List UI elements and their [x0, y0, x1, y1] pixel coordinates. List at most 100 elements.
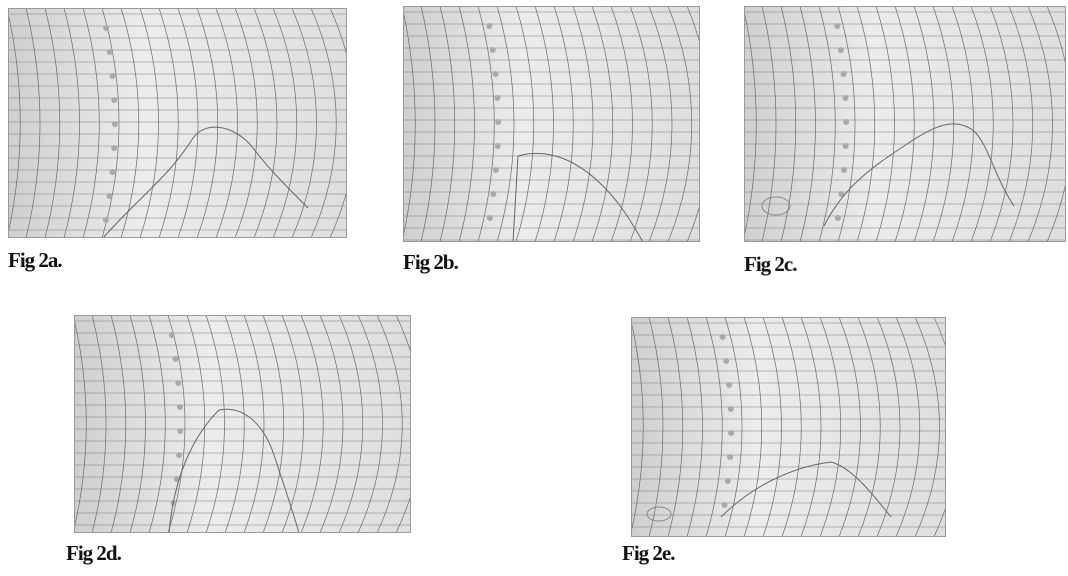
paper-arc: [913, 6, 935, 242]
paper-arc: [357, 315, 383, 533]
paper-arc: [1046, 6, 1066, 242]
paper-arc: [989, 6, 1014, 242]
paper-arc: [667, 6, 693, 242]
paper-arc: [224, 315, 245, 533]
paper-arc: [818, 6, 836, 242]
paper-arc: [553, 6, 574, 242]
paper-dot: [490, 191, 497, 197]
paper-dot: [103, 25, 110, 31]
paper-dot: [111, 145, 118, 151]
paper-arc: [8, 10, 21, 236]
paper-dot: [175, 380, 182, 386]
paper-arc: [572, 6, 594, 242]
paper: [631, 317, 946, 537]
paper-arc: [167, 315, 186, 533]
paper: [403, 6, 700, 242]
paper-dot: [486, 215, 493, 221]
paper-arc: [196, 8, 219, 238]
chart-photo: [744, 6, 1066, 242]
paper-arc: [281, 315, 304, 533]
paper-dot: [177, 404, 184, 410]
paper-arc: [856, 6, 876, 242]
paper-arc: [648, 317, 664, 537]
paper-arc: [951, 6, 974, 242]
frame: [631, 317, 946, 537]
paper-arc: [686, 6, 700, 242]
paper-arc: [876, 317, 901, 537]
paper-dot: [834, 215, 841, 221]
paper-dot: [109, 73, 116, 79]
paper-dot: [724, 478, 731, 484]
paper-arc: [120, 8, 140, 238]
paper-dot: [494, 95, 501, 101]
paper-arc: [319, 315, 344, 533]
paper-arc: [158, 8, 179, 238]
paper-arc: [310, 8, 337, 238]
paper-dot: [495, 119, 502, 125]
paper-arc: [800, 317, 822, 537]
paper-arc: [591, 6, 614, 242]
paper-arc: [148, 315, 166, 533]
paper-dot: [843, 119, 850, 125]
paper-arc: [458, 6, 475, 242]
paper-dot: [102, 217, 109, 223]
paper-dot: [176, 452, 183, 458]
frame: [8, 8, 347, 238]
trace: [168, 408, 300, 533]
paper-arc: [838, 317, 861, 537]
paper-arc: [74, 317, 87, 531]
paper-dot: [111, 121, 118, 127]
caption: Fig 2a.: [8, 248, 63, 272]
paper-dot: [489, 47, 496, 53]
paper-arc: [338, 315, 364, 533]
paper-arc: [25, 8, 41, 238]
paper-dot: [721, 502, 728, 508]
paper-arc: [744, 9, 757, 239]
paper-arc: [631, 319, 644, 535]
chart-photo: [403, 6, 700, 242]
frame: [744, 6, 1066, 242]
caption: Fig 2d.: [66, 541, 122, 565]
paper-dot: [172, 356, 179, 362]
paper-arc: [82, 8, 100, 238]
paper-arc: [110, 315, 127, 533]
paper-arc: [234, 8, 258, 238]
paper-dot: [727, 406, 734, 412]
paper-dot: [723, 358, 730, 364]
paper-dot: [840, 167, 847, 173]
paper-dot: [492, 167, 499, 173]
paper-arc: [243, 315, 265, 533]
paper-arc: [329, 8, 347, 238]
paper-arc: [705, 317, 723, 537]
trace: [823, 123, 1015, 227]
paper-arc: [496, 6, 515, 242]
paper-dot: [837, 47, 844, 53]
paper-dot: [842, 143, 849, 149]
frame: [403, 6, 700, 242]
paper-arc: [819, 317, 842, 537]
trace: [720, 461, 892, 518]
paper-dot: [727, 454, 734, 460]
paper-arc: [534, 6, 554, 242]
caption: Fig 2b.: [403, 250, 459, 274]
paper-arc: [781, 317, 802, 537]
frame: [74, 315, 411, 533]
paper-arc: [667, 317, 684, 537]
paper-arc: [186, 315, 206, 533]
paper-arc: [91, 315, 107, 533]
paper-arc: [477, 6, 495, 242]
paper-arc: [857, 317, 881, 537]
paper-dot: [719, 334, 726, 340]
paper-arc: [205, 315, 225, 533]
paper-arc: [272, 8, 298, 238]
mark: [761, 196, 791, 216]
paper-dot: [842, 95, 849, 101]
paper-arc: [894, 6, 915, 242]
paper-arc: [63, 8, 80, 238]
paper-arc: [129, 315, 146, 533]
caption: Fig 2c.: [744, 252, 797, 276]
paper-dot: [106, 49, 113, 55]
paper-dot: [168, 332, 175, 338]
paper-dot: [106, 193, 113, 199]
paper: [8, 8, 347, 238]
